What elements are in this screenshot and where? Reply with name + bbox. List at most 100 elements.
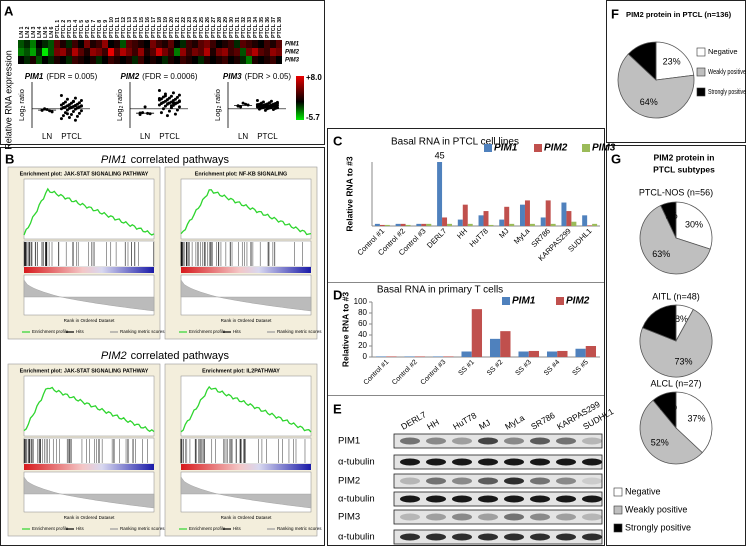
enrichment-curve bbox=[180, 189, 312, 236]
value-label: 37% bbox=[687, 414, 705, 424]
heatmap-cell bbox=[18, 48, 24, 56]
dot bbox=[45, 108, 49, 112]
bar bbox=[587, 225, 593, 226]
column-label: PTCL 31 bbox=[235, 17, 241, 38]
x-tick-label: DERL7 bbox=[425, 226, 448, 249]
legend-label: Ranking metric scores bbox=[120, 526, 165, 531]
pie-slice bbox=[627, 41, 657, 81]
panel-b-frame bbox=[0, 147, 325, 546]
heatmap-cell bbox=[228, 40, 234, 48]
blot-band bbox=[556, 533, 576, 541]
column-label: PTCL 21 bbox=[175, 17, 181, 38]
panel-letter: D bbox=[333, 287, 342, 302]
heatmap-cell bbox=[18, 40, 24, 48]
blot-band bbox=[400, 477, 420, 485]
legend-swatch bbox=[696, 87, 706, 97]
enrichment-curve bbox=[23, 187, 155, 236]
lane-label: SR786 bbox=[529, 410, 557, 432]
text-part: Log bbox=[213, 108, 222, 121]
heatmap-cell bbox=[150, 40, 156, 48]
column-label: PTCL 16 bbox=[145, 17, 151, 38]
heatmap-cell bbox=[180, 56, 186, 64]
heatmap-cell bbox=[132, 56, 138, 64]
text-part: ratio bbox=[213, 89, 222, 104]
dot bbox=[169, 94, 173, 98]
heatmap-cell bbox=[48, 48, 54, 56]
heatmap-cell bbox=[264, 56, 270, 64]
heatmap-cell bbox=[132, 40, 138, 48]
dot bbox=[67, 116, 71, 120]
bar bbox=[488, 224, 494, 226]
legend-label: PIM2 bbox=[566, 296, 590, 307]
panel-title: PTCL subtypes bbox=[653, 164, 715, 174]
blot-band bbox=[504, 533, 524, 541]
dot bbox=[255, 103, 259, 107]
heatmap-cell bbox=[246, 40, 252, 48]
heatmap-cell bbox=[234, 40, 240, 48]
heatmap-cell bbox=[90, 40, 96, 48]
heatmap-cell bbox=[210, 56, 216, 64]
column-label: PTCL 24 bbox=[193, 17, 199, 38]
heatmap-cell bbox=[228, 48, 234, 56]
text-part: correlated pathways bbox=[131, 154, 230, 166]
y-tick-label: 0 bbox=[363, 352, 368, 361]
heatmap-cell bbox=[240, 56, 246, 64]
blot-band bbox=[452, 533, 472, 541]
legend-label: Negative bbox=[625, 486, 661, 496]
bar bbox=[519, 204, 525, 226]
heatmap-cell bbox=[252, 48, 258, 56]
bar bbox=[395, 223, 401, 226]
legend-swatch bbox=[696, 47, 706, 57]
heatmap-cell bbox=[48, 40, 54, 48]
blot-band bbox=[556, 458, 576, 466]
bar bbox=[529, 223, 535, 226]
bar bbox=[478, 215, 484, 226]
bar bbox=[379, 224, 385, 226]
bar bbox=[509, 223, 515, 226]
blot-band bbox=[582, 513, 602, 521]
heatmap-cell bbox=[216, 48, 222, 56]
heatmap-cell bbox=[174, 48, 180, 56]
heatmap-cell bbox=[36, 48, 42, 56]
dot bbox=[143, 105, 147, 109]
column-label: PTCL 4 bbox=[73, 20, 79, 38]
column-label: PTCL 14 bbox=[133, 17, 139, 38]
gsea-title: Enrichment plot: JAK-STAT SIGNALING PATH… bbox=[20, 368, 149, 374]
text-part: 2 bbox=[21, 105, 27, 108]
bar bbox=[374, 223, 380, 226]
y-tick-label: 20 bbox=[358, 341, 367, 350]
heatmap-cell bbox=[96, 48, 102, 56]
bar bbox=[546, 351, 558, 357]
bar bbox=[575, 348, 586, 357]
dot bbox=[163, 94, 167, 98]
heatmap-cell bbox=[264, 48, 270, 56]
text-part: PIM1 bbox=[25, 72, 44, 81]
rank-bar bbox=[24, 464, 154, 470]
heatmap-cell bbox=[126, 40, 132, 48]
metric-fill bbox=[180, 279, 312, 312]
bar bbox=[540, 217, 546, 226]
heatmap-cell bbox=[150, 56, 156, 64]
dot bbox=[138, 111, 142, 115]
hits-area bbox=[23, 437, 155, 465]
heatmap-cell bbox=[54, 48, 60, 56]
dot bbox=[65, 97, 69, 101]
dot bbox=[59, 107, 63, 111]
metric-fill bbox=[180, 476, 312, 509]
panel-letter: G bbox=[611, 151, 621, 166]
pie-slice bbox=[675, 201, 713, 250]
heatmap-cell bbox=[162, 56, 168, 64]
value-label: 52% bbox=[651, 438, 669, 448]
heatmap-cell bbox=[126, 56, 132, 64]
blot-band bbox=[426, 513, 446, 521]
bar bbox=[447, 223, 453, 226]
text-part: PIM1 bbox=[101, 154, 127, 166]
dot bbox=[255, 105, 259, 109]
dot bbox=[59, 117, 63, 121]
heatmap-cell bbox=[78, 56, 84, 64]
legend-label: Hits bbox=[233, 526, 241, 531]
column-label: PTCL 30 bbox=[229, 17, 235, 38]
panel-a-frame bbox=[0, 0, 325, 145]
dot bbox=[69, 113, 73, 116]
